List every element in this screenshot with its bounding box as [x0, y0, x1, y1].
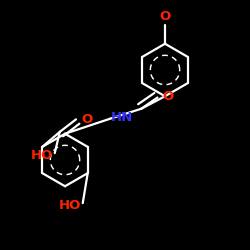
- Text: O: O: [81, 113, 92, 126]
- Text: HN: HN: [111, 111, 134, 124]
- Text: HO: HO: [31, 149, 54, 162]
- Text: O: O: [160, 10, 170, 23]
- Text: O: O: [162, 90, 174, 103]
- Text: HO: HO: [59, 199, 82, 212]
